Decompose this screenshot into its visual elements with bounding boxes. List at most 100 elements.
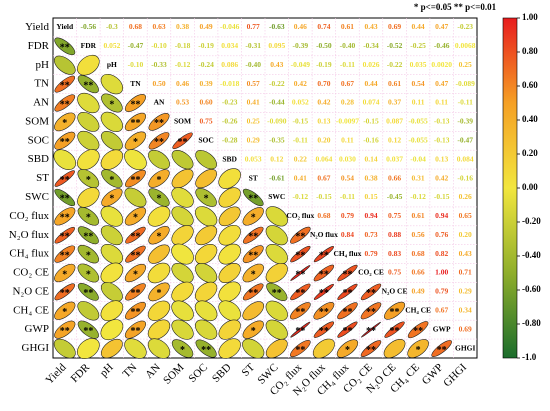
significance-star: ** bbox=[60, 250, 70, 261]
column-label: Yield bbox=[43, 361, 69, 387]
colorbar-tick-label: 0.80 bbox=[522, 46, 538, 56]
correlation-label: 0.94 bbox=[364, 211, 377, 220]
correlation-label: -0.13 bbox=[434, 135, 450, 144]
correlation-ellipse bbox=[218, 300, 241, 322]
row-label: CH₄ CE bbox=[13, 304, 49, 316]
correlation-ellipse bbox=[148, 149, 170, 170]
correlation-label: 0.11 bbox=[341, 135, 354, 144]
significance-star: ** bbox=[60, 288, 70, 299]
correlation-ellipse bbox=[124, 320, 147, 339]
correlation-label: 0.035 bbox=[410, 60, 427, 69]
correlation-ellipse bbox=[77, 320, 99, 339]
significance-star: ** bbox=[154, 137, 164, 148]
row-label: N₂O CE bbox=[12, 285, 49, 297]
correlation-label: 0.0020 bbox=[431, 60, 452, 69]
correlation-label: 0.79 bbox=[364, 249, 377, 258]
correlation-ellipse bbox=[218, 243, 241, 265]
correlation-label: 0.26 bbox=[459, 192, 472, 201]
correlation-ellipse bbox=[148, 188, 170, 207]
correlation-label: 0.77 bbox=[247, 22, 260, 31]
correlation-label: 0.44 bbox=[364, 79, 377, 88]
correlation-ellipse bbox=[313, 264, 335, 282]
correlation-ellipse bbox=[242, 283, 264, 301]
correlation-label: 0.88 bbox=[388, 230, 401, 239]
significance-star: ** bbox=[60, 137, 70, 148]
correlation-ellipse bbox=[77, 92, 100, 114]
correlation-label: 1.00 bbox=[435, 268, 448, 277]
significance-star: ** bbox=[342, 307, 352, 318]
correlation-label: -0.23 bbox=[222, 98, 238, 107]
colorbar-tick-label: -1.0 bbox=[522, 352, 537, 362]
correlation-label: 0.20 bbox=[317, 135, 330, 144]
row-label: N₂O flux bbox=[9, 229, 50, 241]
correlation-label: 0.42 bbox=[294, 79, 307, 88]
correlation-label: 0.41 bbox=[247, 98, 260, 107]
correlation-ellipse bbox=[77, 244, 100, 264]
correlation-label: 0.22 bbox=[294, 154, 307, 163]
significance-star: ** bbox=[295, 307, 305, 318]
correlation-ellipse bbox=[101, 169, 123, 188]
correlation-ellipse bbox=[265, 243, 288, 265]
correlation-ellipse bbox=[290, 226, 311, 244]
correlation-ellipse bbox=[77, 338, 100, 359]
correlation-label: 0.052 bbox=[103, 41, 120, 50]
correlation-ellipse bbox=[54, 112, 76, 132]
correlation-ellipse bbox=[77, 282, 99, 301]
correlation-ellipse bbox=[54, 37, 76, 56]
correlation-ellipse bbox=[147, 262, 171, 284]
row-label: SOC bbox=[28, 134, 49, 146]
correlation-ellipse bbox=[242, 338, 265, 359]
correlation-label: 0.66 bbox=[412, 268, 425, 277]
diagonal-label: CO₂ CE bbox=[358, 268, 384, 277]
correlation-ellipse bbox=[54, 263, 76, 283]
correlation-label: 0.68 bbox=[412, 249, 425, 258]
correlation-ellipse bbox=[313, 321, 335, 338]
correlation-label: 0.084 bbox=[457, 154, 474, 163]
correlation-ellipse bbox=[242, 301, 265, 321]
colorbar-tick-label: -0.60 bbox=[522, 284, 541, 294]
correlation-ellipse bbox=[54, 245, 76, 263]
correlation-ellipse bbox=[77, 111, 100, 132]
correlation-label: -0.16 bbox=[457, 173, 473, 182]
significance-star: ** bbox=[342, 288, 352, 299]
correlation-ellipse bbox=[77, 54, 100, 76]
correlation-ellipse bbox=[171, 300, 194, 322]
correlation-label: 0.71 bbox=[459, 268, 472, 277]
column-label: GHGI bbox=[441, 361, 469, 389]
correlation-label: -0.22 bbox=[387, 60, 403, 69]
significance-star: ** bbox=[178, 137, 188, 148]
significance-star: ** bbox=[390, 307, 400, 318]
correlation-ellipse bbox=[336, 339, 359, 358]
correlation-ellipse bbox=[194, 206, 218, 227]
significance-star: ** bbox=[130, 118, 140, 129]
significance-star: ** bbox=[272, 288, 282, 299]
diagonal-label: pH bbox=[107, 60, 117, 69]
significance-star: ** bbox=[248, 288, 258, 299]
significance-star: ** bbox=[248, 194, 258, 205]
correlation-label: 0.61 bbox=[341, 22, 354, 31]
significance-star: * bbox=[62, 269, 67, 280]
diagonal-label: GWP bbox=[433, 324, 451, 333]
correlation-label: 0.37 bbox=[388, 98, 401, 107]
row-label: FDR bbox=[28, 40, 50, 52]
correlation-ellipse bbox=[100, 338, 123, 359]
significance-star: * bbox=[62, 307, 67, 318]
correlation-label: 0.086 bbox=[221, 60, 238, 69]
correlation-ellipse bbox=[383, 338, 406, 359]
column-label: pH bbox=[98, 361, 116, 379]
correlation-label: -0.16 bbox=[363, 135, 379, 144]
significance-star: ** bbox=[248, 250, 258, 261]
correlation-ellipse bbox=[195, 188, 217, 207]
correlation-label: 0.54 bbox=[412, 79, 425, 88]
correlation-label: -0.46 bbox=[434, 41, 450, 50]
correlation-label: 0.79 bbox=[435, 287, 448, 296]
correlation-label: 0.44 bbox=[412, 22, 425, 31]
correlation-ellipse bbox=[148, 169, 170, 188]
significance-star: ** bbox=[83, 80, 93, 91]
significance-star: ** bbox=[295, 326, 305, 337]
diagonal-label: ST bbox=[249, 173, 258, 182]
correlation-ellipse bbox=[148, 282, 170, 302]
significance-note: * p<=0.05 ** p<=0.01 bbox=[414, 2, 497, 12]
correlation-ellipse bbox=[124, 112, 147, 131]
correlation-ellipse bbox=[313, 301, 335, 320]
